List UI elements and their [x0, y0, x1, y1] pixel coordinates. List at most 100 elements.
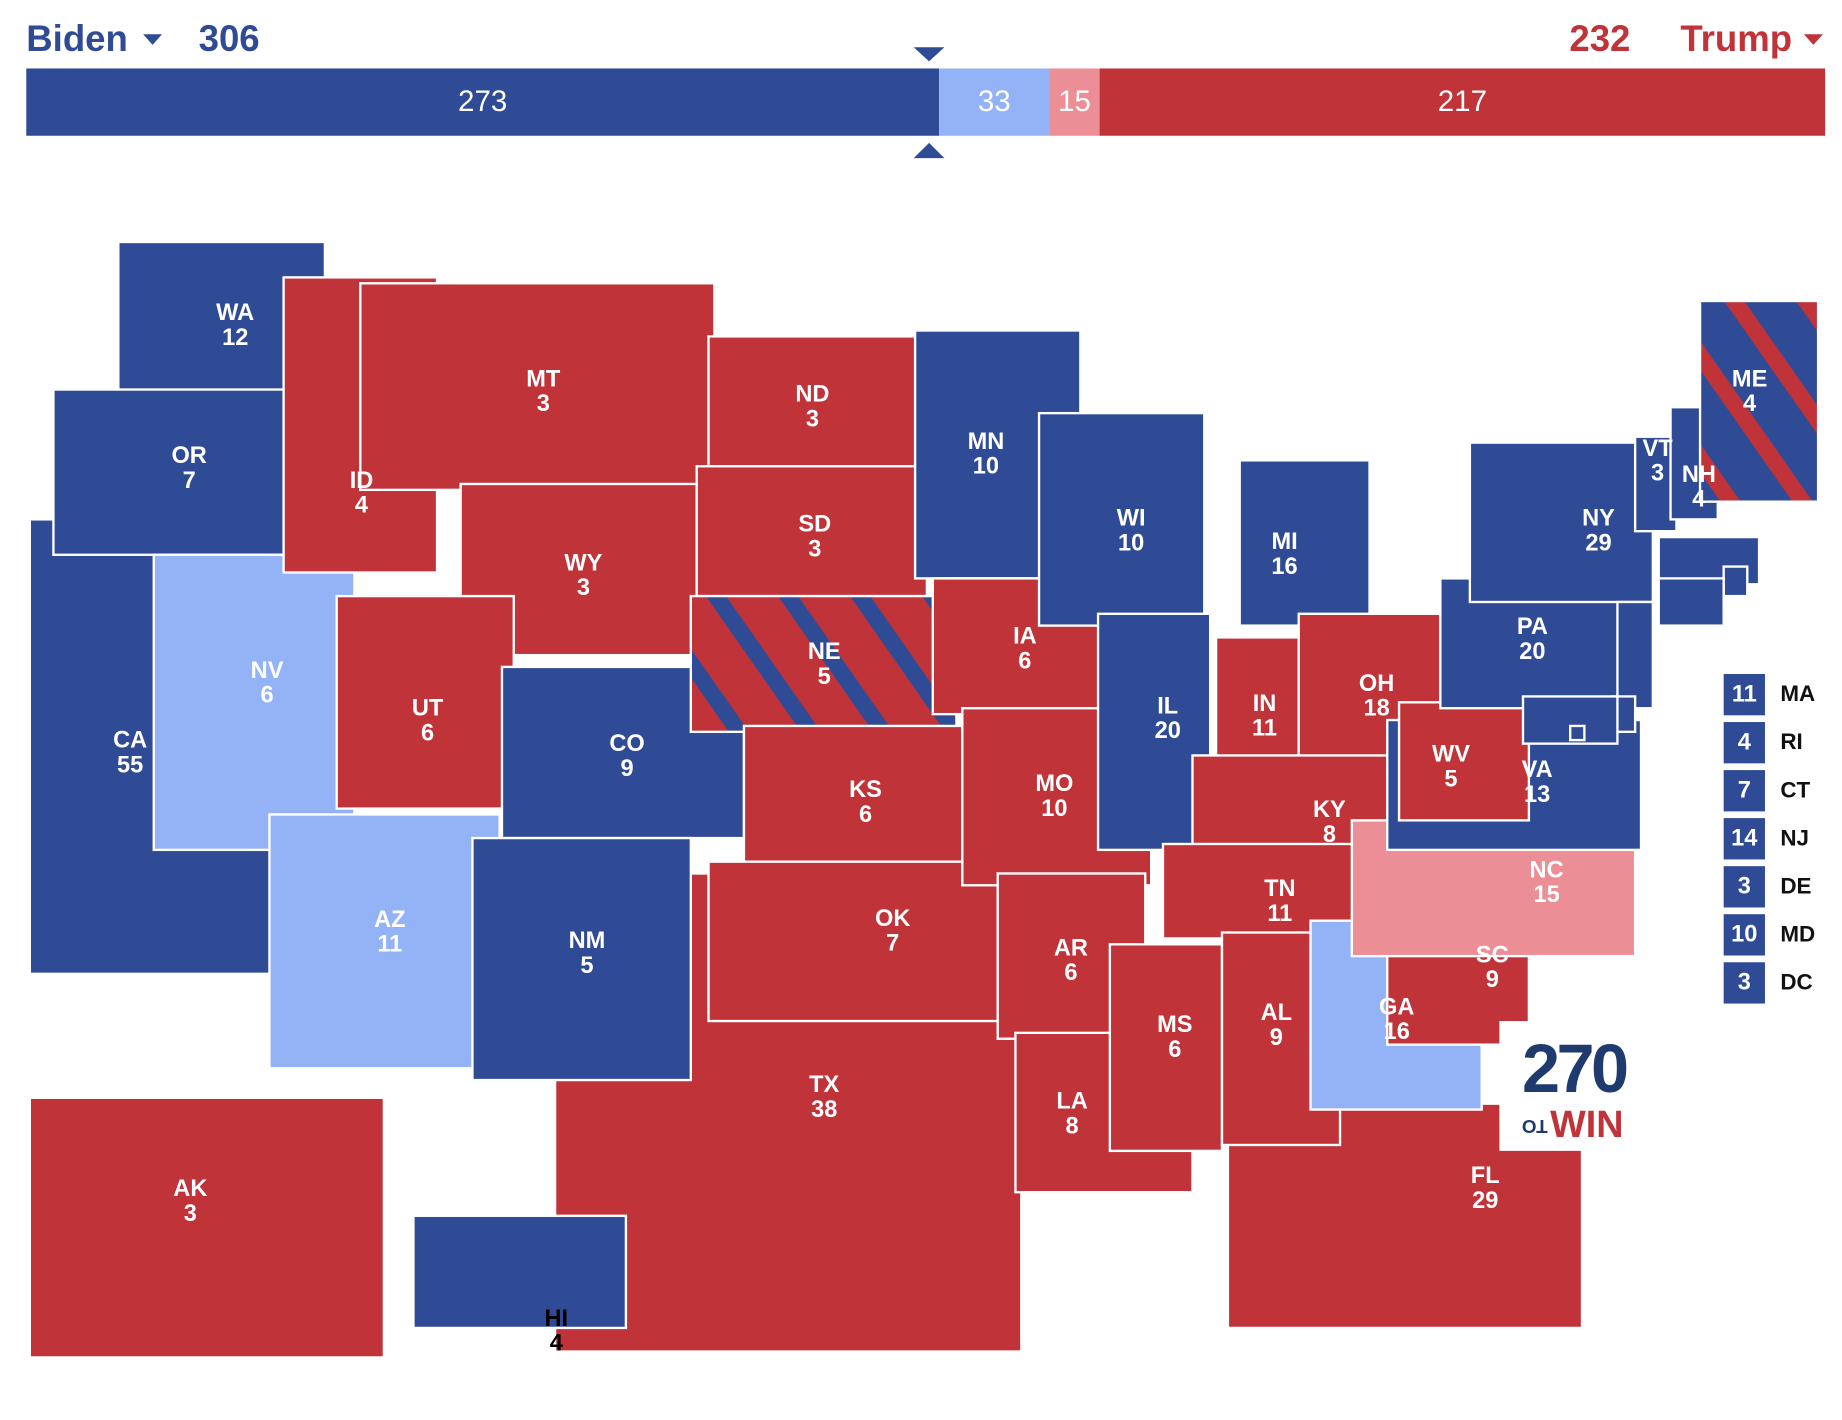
inset-votes: 14 [1731, 826, 1757, 852]
state-votes: 4 [550, 1331, 563, 1357]
bar-label: 33 [978, 85, 1011, 118]
state-abbr: IL [1157, 693, 1178, 719]
state-votes: 3 [184, 1201, 197, 1227]
state[interactable] [742, 724, 982, 863]
state-abbr: AZ [374, 907, 405, 933]
state[interactable] [335, 594, 515, 810]
state-abbr: ND [795, 382, 829, 408]
state-votes: 13 [1524, 782, 1550, 808]
inset-votes: 11 [1732, 681, 1757, 707]
state-abbr: WY [564, 550, 602, 576]
state-votes: 8 [1066, 1113, 1079, 1139]
inset-abbr: CT [1780, 777, 1810, 802]
state-votes: 29 [1585, 530, 1611, 556]
state-abbr: ME [1732, 366, 1767, 392]
state-abbr: MI [1271, 529, 1297, 555]
state[interactable] [1616, 600, 1655, 710]
state-abbr: UT [412, 696, 444, 722]
state-abbr: NV [251, 658, 284, 684]
state-abbr: NY [1582, 506, 1615, 532]
state-abbr: OK [875, 906, 910, 932]
state[interactable] [28, 1096, 386, 1359]
state-abbr: NM [569, 928, 606, 954]
state[interactable] [1037, 411, 1206, 627]
state-votes: 10 [1118, 530, 1144, 556]
inset-votes: 3 [1738, 874, 1751, 900]
inset-box[interactable] [1723, 914, 1765, 956]
state-votes: 55 [117, 752, 143, 778]
state-abbr: CO [609, 731, 644, 757]
state-abbr: MO [1035, 771, 1073, 797]
state-abbr: HI [544, 1306, 568, 1332]
state[interactable] [1238, 459, 1371, 627]
state-votes: 5 [1444, 766, 1457, 792]
inset-abbr: MA [1780, 681, 1815, 706]
inset-abbr: NJ [1780, 825, 1809, 850]
state[interactable] [1722, 565, 1749, 598]
state[interactable] [152, 553, 356, 852]
inset-votes: 7 [1738, 778, 1751, 804]
state-votes: 6 [261, 683, 274, 709]
caret[interactable] [143, 34, 163, 45]
state-abbr: NC [1530, 857, 1564, 883]
state-votes: 9 [621, 756, 634, 782]
state[interactable] [1657, 577, 1725, 627]
state-abbr: ID [350, 468, 374, 494]
state[interactable] [471, 836, 693, 1082]
inset-box[interactable] [1723, 866, 1765, 908]
state-votes: 20 [1519, 639, 1545, 665]
state-abbr: VA [1522, 757, 1553, 783]
state[interactable] [1397, 701, 1531, 822]
state-votes: 6 [1018, 648, 1031, 674]
inset-abbr: DE [1780, 873, 1811, 898]
caret[interactable] [1803, 34, 1823, 45]
state-votes: 11 [1267, 901, 1292, 927]
state-votes: 3 [806, 406, 819, 432]
state-abbr: NH [1682, 462, 1716, 488]
inset-box[interactable] [1723, 818, 1765, 860]
state[interactable] [268, 813, 501, 1070]
left-candidate[interactable]: Biden [26, 18, 128, 59]
state[interactable] [1108, 943, 1224, 1153]
inset-box[interactable] [1723, 962, 1765, 1004]
state[interactable] [1569, 724, 1586, 742]
state-abbr: IA [1013, 624, 1037, 650]
state-abbr: KY [1313, 797, 1346, 823]
state-abbr: NE [808, 639, 841, 665]
state-votes: 7 [183, 468, 196, 494]
inset-abbr: DC [1780, 969, 1812, 994]
state[interactable] [1468, 441, 1655, 604]
state-votes: 6 [1064, 960, 1077, 986]
state-abbr: SD [798, 512, 831, 538]
inset-box[interactable] [1723, 673, 1765, 716]
right-candidate[interactable]: Trump [1680, 18, 1792, 59]
state[interactable] [707, 860, 999, 1023]
state-votes: 3 [808, 536, 821, 562]
inset-box[interactable] [1723, 722, 1765, 764]
bar-segment [26, 68, 940, 136]
state-abbr: FL [1471, 1163, 1500, 1189]
state-votes: 4 [1743, 391, 1756, 417]
logo-number: 270 [1522, 1030, 1627, 1107]
state-abbr: LA [1056, 1089, 1087, 1115]
state[interactable] [412, 1214, 628, 1330]
bar-segment [1049, 68, 1100, 136]
state-votes: 6 [859, 802, 872, 828]
logo-win: WIN [1550, 1104, 1623, 1146]
state[interactable] [1698, 299, 1820, 503]
logo-to: TO [1522, 1115, 1548, 1136]
bar-segment [939, 68, 1050, 136]
state-votes: 7 [886, 931, 899, 957]
inset-box[interactable] [1723, 770, 1765, 812]
state-votes: 4 [355, 493, 368, 519]
state-abbr: TX [809, 1072, 839, 1098]
state-votes: 5 [818, 664, 831, 690]
state[interactable] [359, 282, 716, 492]
state-votes: 20 [1155, 718, 1181, 744]
inset-abbr: RI [1780, 729, 1802, 754]
state-abbr: PA [1517, 614, 1548, 640]
state-abbr: CA [113, 728, 147, 754]
state-abbr: OH [1359, 671, 1394, 697]
state-votes: 18 [1364, 696, 1390, 722]
state-votes: 10 [1041, 796, 1067, 822]
